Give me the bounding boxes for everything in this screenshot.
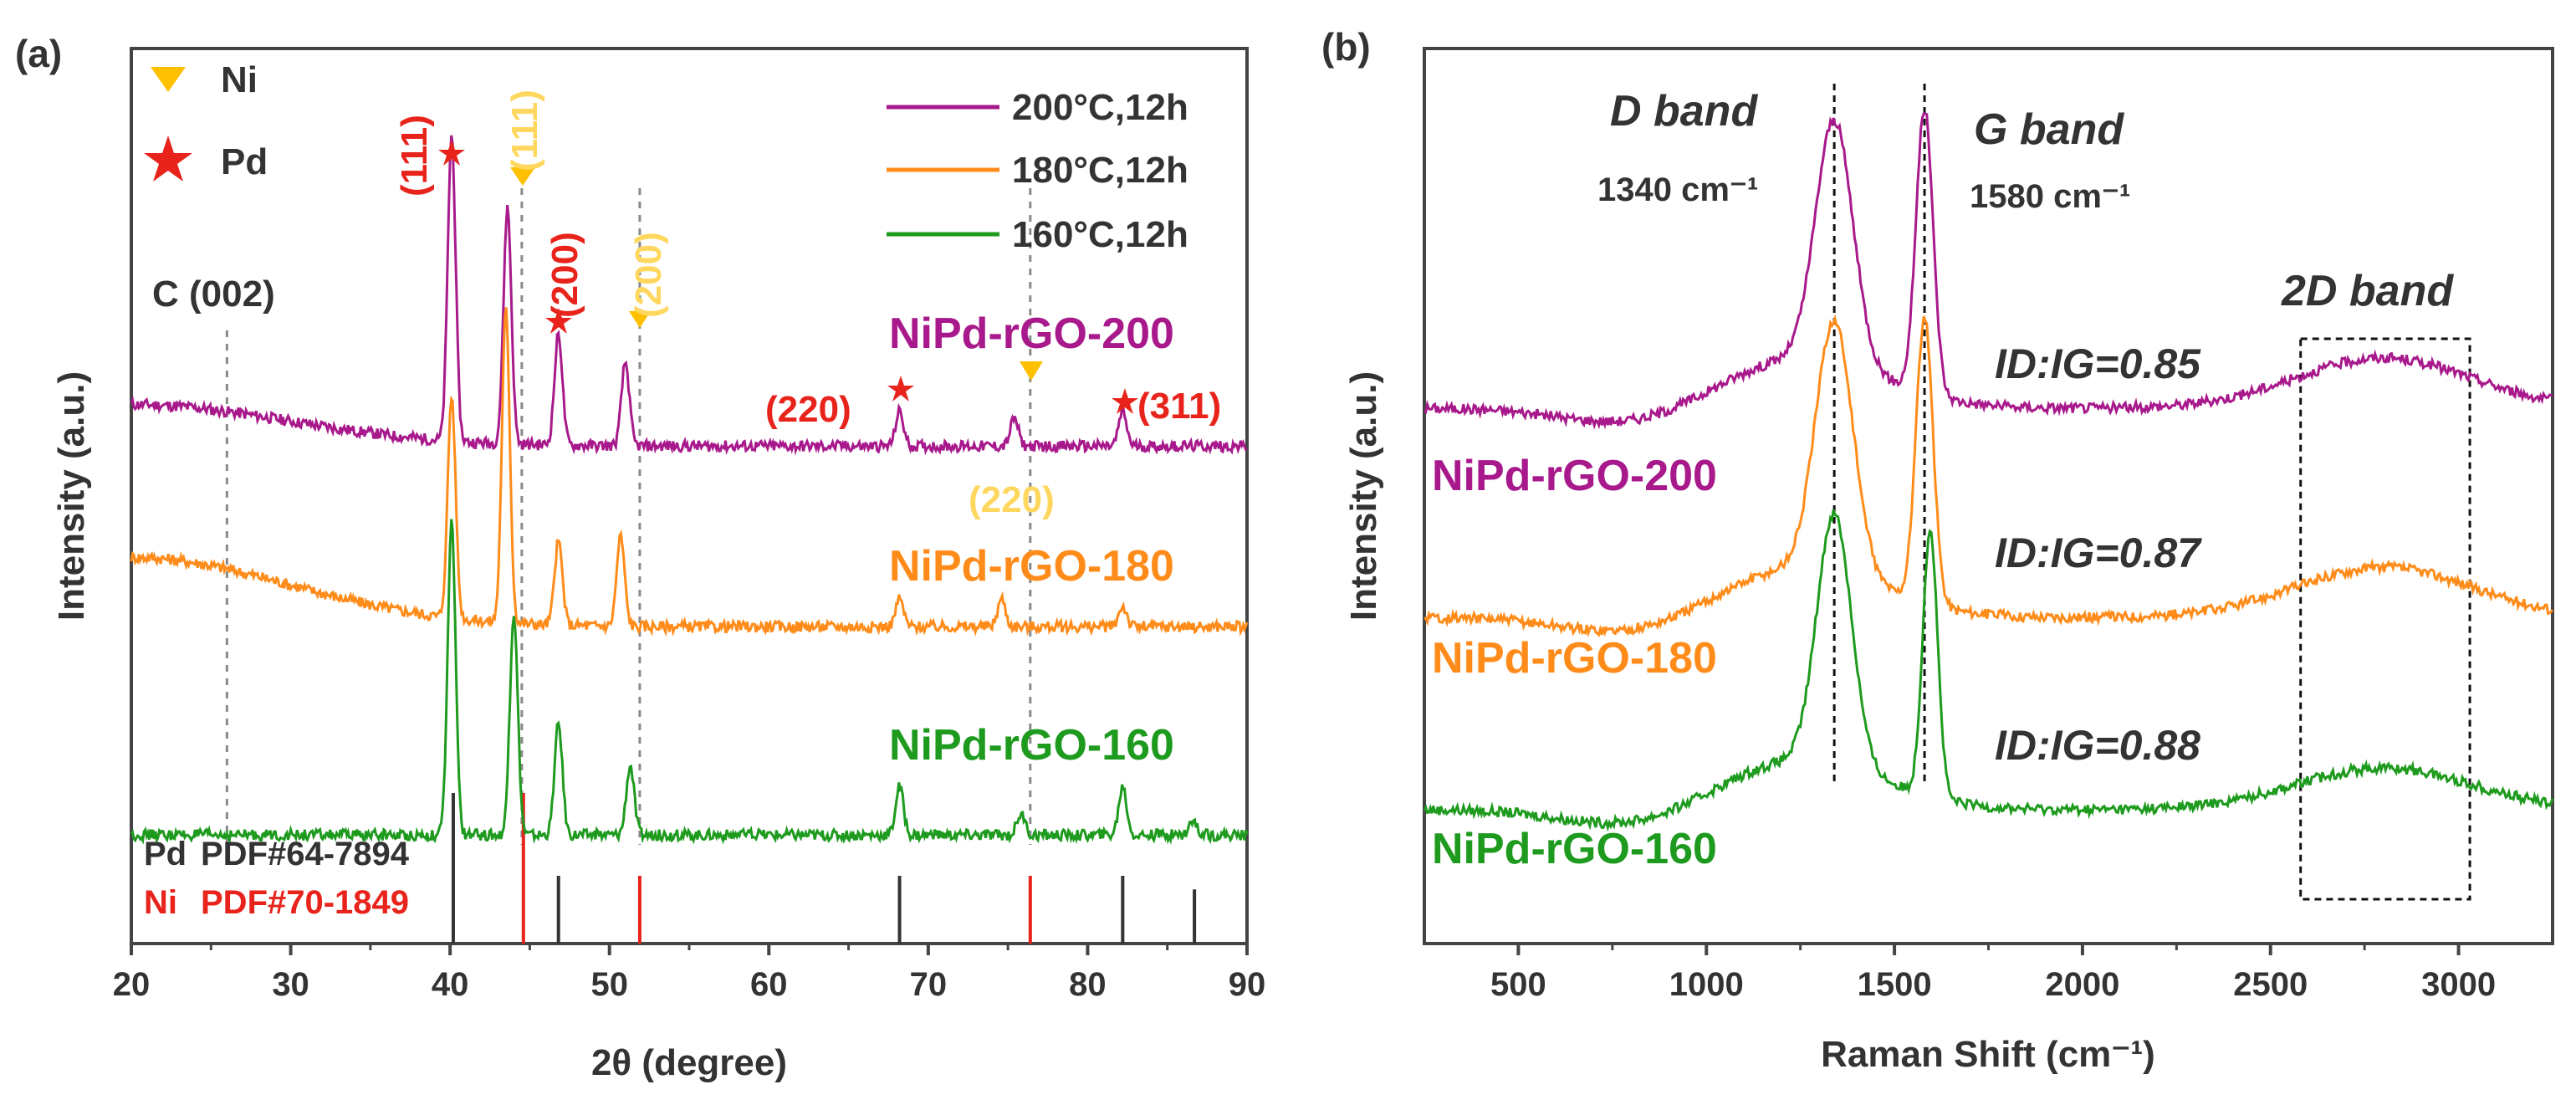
a-label-160: NiPd-rGO-160 xyxy=(889,721,1174,770)
pd-star-marker xyxy=(438,140,465,166)
a-peak-markers xyxy=(438,140,1138,414)
a-y-axis-label: Intensity (a.u.) xyxy=(51,371,92,621)
ratio-200: ID:IG=0.85 xyxy=(1995,340,2201,387)
a-x-tick-label: 70 xyxy=(910,966,948,1003)
b-x-tick-label: 500 xyxy=(1490,966,1546,1003)
a-reference-sticks xyxy=(451,793,1197,944)
b-curves xyxy=(1423,112,2554,832)
a-line-legend: 200°C,12h 180°C,12h 160°C,12h xyxy=(887,87,1188,255)
ni-ref-card: PDF#70-1849 xyxy=(201,884,409,921)
a-label-180: NiPd-rGO-180 xyxy=(889,542,1174,591)
ni200-label: (200) xyxy=(628,232,669,318)
c002-label: C (002) xyxy=(152,274,275,315)
panel-b-label: (b) xyxy=(1321,25,1371,69)
ratio-160: ID:IG=0.88 xyxy=(1995,722,2200,769)
2d-band-box xyxy=(2299,337,2471,901)
pd-star-marker xyxy=(545,308,572,334)
b-label-160: NiPd-rGO-160 xyxy=(1432,825,1717,873)
2d-band-label: 2D band xyxy=(2281,267,2454,315)
a-x-tick-label: 80 xyxy=(1069,966,1107,1003)
ni-ref-phase: Ni xyxy=(144,884,177,921)
legend-text-160: 160°C,12h xyxy=(1012,214,1188,255)
b-x-tick-label: 2000 xyxy=(2045,966,2119,1003)
b-x-tick-label: 2500 xyxy=(2233,966,2308,1003)
d-band-label: D band xyxy=(1610,87,1758,136)
b-label-200: NiPd-rGO-200 xyxy=(1432,452,1717,500)
pd111-label: (111) xyxy=(394,115,435,197)
pd-star-marker xyxy=(1112,388,1138,414)
pd-star-marker xyxy=(887,376,914,402)
ni-triangle-marker xyxy=(629,311,651,328)
pd-ref-phase: Pd xyxy=(144,836,187,872)
a-label-200: NiPd-rGO-200 xyxy=(889,310,1174,358)
b-label-180: NiPd-rGO-180 xyxy=(1432,634,1717,683)
ni-triangle-marker xyxy=(1020,361,1043,381)
b-x-axis-label: Raman Shift (cm⁻¹) xyxy=(1821,1034,2155,1075)
ni-triangle-marker xyxy=(510,167,535,186)
d-band-position: 1340 cm⁻¹ xyxy=(1597,171,1758,208)
b-x-tick-label: 3000 xyxy=(2421,966,2496,1003)
pd-ref-card: PDF#64-7894 xyxy=(201,836,410,872)
b-curve-200 xyxy=(1423,112,2553,430)
b-curve-180 xyxy=(1423,314,2554,638)
a-curve-180 xyxy=(130,307,1249,637)
a-curves xyxy=(130,135,1249,846)
a-x-tick-label: 60 xyxy=(750,966,788,1003)
pd-legend-icon xyxy=(144,136,192,182)
a-x-tick-label: 20 xyxy=(113,966,151,1003)
ni111-label: (111) xyxy=(504,90,545,171)
b-x-tick-label: 1500 xyxy=(1858,966,1932,1003)
pd220-label: (220) xyxy=(765,389,851,430)
legend-text-180: 180°C,12h xyxy=(1012,150,1188,191)
a-symbol-legend: Ni Pd xyxy=(144,59,268,182)
b-x-tick-label: 1000 xyxy=(1669,966,1744,1003)
ni-legend-icon xyxy=(151,67,186,92)
ratio-180: ID:IG=0.87 xyxy=(1995,529,2202,576)
ni-legend-text: Ni xyxy=(221,59,258,100)
legend-text-200: 200°C,12h xyxy=(1012,87,1188,128)
a-x-tick-label: 30 xyxy=(272,966,309,1003)
a-curve-200 xyxy=(130,135,1247,456)
a-x-axis-label: 2θ (degree) xyxy=(591,1042,787,1083)
a-x-ticks: 20 30 40 50 60 70 80 90 xyxy=(113,944,1266,1003)
b-x-ticks: 500 1000 1500 2000 2500 3000 xyxy=(1490,944,2496,1003)
a-x-tick-label: 90 xyxy=(1229,966,1266,1003)
pd-legend-text: Pd xyxy=(221,141,268,182)
b-y-axis-label: Intensity (a.u.) xyxy=(1343,371,1384,621)
b-curve-160 xyxy=(1423,509,2554,832)
a-curve-160 xyxy=(130,519,1249,846)
a-x-tick-label: 40 xyxy=(432,966,469,1003)
pd311-label: (311) xyxy=(1137,386,1221,427)
g-band-position: 1580 cm⁻¹ xyxy=(1970,178,2130,215)
pd200-label: (200) xyxy=(544,232,585,318)
g-band-label: G band xyxy=(1974,105,2124,154)
a-x-tick-label: 50 xyxy=(590,966,628,1003)
ni220-label: (220) xyxy=(969,479,1055,520)
panel-a-label: (a) xyxy=(15,32,62,75)
